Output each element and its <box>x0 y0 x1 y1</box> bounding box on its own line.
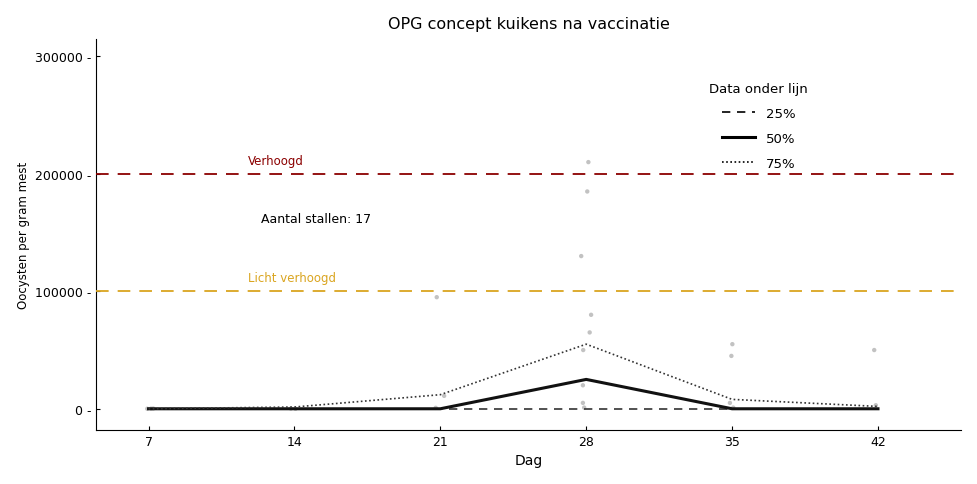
Point <box>582 311 598 319</box>
Point <box>282 405 298 412</box>
Title: OPG concept kuikens na vaccinatie: OPG concept kuikens na vaccinatie <box>388 16 669 31</box>
Point <box>573 253 588 260</box>
Text: Verhoogd: Verhoogd <box>247 154 304 167</box>
Point <box>721 399 737 407</box>
Point <box>140 405 155 413</box>
Point <box>574 347 590 354</box>
Point <box>866 347 881 354</box>
Point <box>146 405 161 412</box>
Point <box>724 341 740 348</box>
Point <box>575 404 591 411</box>
Point <box>143 405 158 413</box>
Point <box>574 381 590 389</box>
Point <box>429 294 445 302</box>
Point <box>580 159 596 166</box>
Point <box>287 405 303 413</box>
Legend: 25%, 50%, 75%: 25%, 50%, 75% <box>703 77 813 176</box>
Text: Aantal stallen: 17: Aantal stallen: 17 <box>261 213 370 226</box>
Point <box>436 392 451 400</box>
Point <box>723 352 739 360</box>
Point <box>581 329 597 336</box>
Point <box>725 404 741 411</box>
Text: Licht verhoogd: Licht verhoogd <box>247 272 335 285</box>
X-axis label: Dag: Dag <box>514 454 542 468</box>
Point <box>428 404 444 412</box>
Point <box>868 402 883 409</box>
Point <box>574 399 590 407</box>
Point <box>578 188 594 196</box>
Y-axis label: Oocysten per gram mest: Oocysten per gram mest <box>17 161 29 308</box>
